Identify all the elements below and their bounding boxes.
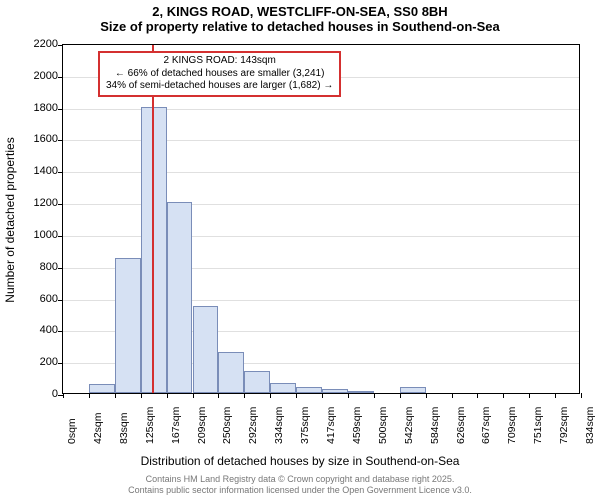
bar [167,202,193,393]
y-tick-label: 2000 [34,70,58,82]
y-tick-label: 0 [52,388,58,400]
x-tick [270,393,271,398]
x-tick-label: 792sqm [558,407,570,444]
x-tick-label: 83sqm [118,412,130,444]
y-tick-label: 1000 [34,229,58,241]
bar [322,389,348,393]
y-tick [58,300,63,301]
chart-container: 2, KINGS ROAD, WESTCLIFF-ON-SEA, SS0 8BH… [0,0,600,500]
bar [89,384,115,393]
x-tick-label: 542sqm [403,407,415,444]
bar [400,387,426,393]
x-tick [296,393,297,398]
x-tick-label: 125sqm [144,407,156,444]
x-tick-label: 667sqm [480,407,492,444]
annotation-line1: 2 KINGS ROAD: 143sqm [106,55,333,68]
x-tick-label: 334sqm [273,407,285,444]
x-tick [426,393,427,398]
x-tick [218,393,219,398]
x-tick-label: 0sqm [66,418,78,444]
x-tick-label: 250sqm [221,407,233,444]
title-line1: 2, KINGS ROAD, WESTCLIFF-ON-SEA, SS0 8BH [0,4,600,19]
y-tick [58,204,63,205]
plot-area: 2 KINGS ROAD: 143sqm ← 66% of detached h… [62,44,580,394]
x-tick [348,393,349,398]
y-tick-label: 1400 [34,165,58,177]
x-tick [167,393,168,398]
footer-line1: Contains HM Land Registry data © Crown c… [128,474,472,485]
y-tick [58,140,63,141]
bar [296,387,322,393]
y-tick-label: 1200 [34,197,58,209]
x-tick [452,393,453,398]
bar [193,306,219,393]
x-tick [63,393,64,398]
bar [270,383,296,393]
y-tick-label: 400 [40,324,58,336]
x-tick-label: 292sqm [247,407,259,444]
x-tick-label: 417sqm [325,407,337,444]
x-tick-label: 751sqm [532,407,544,444]
x-tick-label: 709sqm [506,407,518,444]
x-tick [529,393,530,398]
y-tick [58,45,63,46]
y-tick-label: 1800 [34,102,58,114]
x-tick-label: 375sqm [299,407,311,444]
x-tick [141,393,142,398]
y-tick-label: 800 [40,261,58,273]
y-axis-label: Number of detached properties [3,137,17,302]
x-tick-label: 209sqm [196,407,208,444]
footer-line2: Contains public sector information licen… [128,485,472,496]
x-tick [115,393,116,398]
annotation-line2: ← 66% of detached houses are smaller (3,… [106,68,333,81]
x-tick-label: 584sqm [429,407,441,444]
x-tick [244,393,245,398]
y-tick [58,236,63,237]
x-tick [555,393,556,398]
y-tick [58,109,63,110]
x-tick-label: 500sqm [377,407,389,444]
x-tick [503,393,504,398]
y-tick [58,268,63,269]
title-line2: Size of property relative to detached ho… [0,19,600,34]
y-tick-label: 200 [40,356,58,368]
y-tick-label: 2200 [34,38,58,50]
annotation-box: 2 KINGS ROAD: 143sqm ← 66% of detached h… [98,51,341,97]
x-tick-label: 459sqm [351,407,363,444]
annotation-line3: 34% of semi-detached houses are larger (… [106,80,333,93]
x-tick [374,393,375,398]
x-tick [581,393,582,398]
y-tick [58,172,63,173]
y-tick [58,363,63,364]
x-tick-label: 42sqm [92,412,104,444]
y-tick-label: 1600 [34,133,58,145]
x-tick [322,393,323,398]
marker-line [152,45,154,393]
bar [218,352,244,393]
x-tick-label: 834sqm [584,407,596,444]
x-tick-label: 626sqm [455,407,467,444]
x-tick [400,393,401,398]
bar [244,371,270,393]
x-tick [477,393,478,398]
bar [348,391,374,393]
x-axis-label: Distribution of detached houses by size … [141,454,460,468]
x-tick [193,393,194,398]
y-tick [58,331,63,332]
y-tick [58,77,63,78]
footer-text: Contains HM Land Registry data © Crown c… [128,474,472,496]
y-tick-label: 600 [40,293,58,305]
x-tick-label: 167sqm [170,407,182,444]
title-block: 2, KINGS ROAD, WESTCLIFF-ON-SEA, SS0 8BH… [0,0,600,34]
x-tick [89,393,90,398]
bar [115,258,141,393]
